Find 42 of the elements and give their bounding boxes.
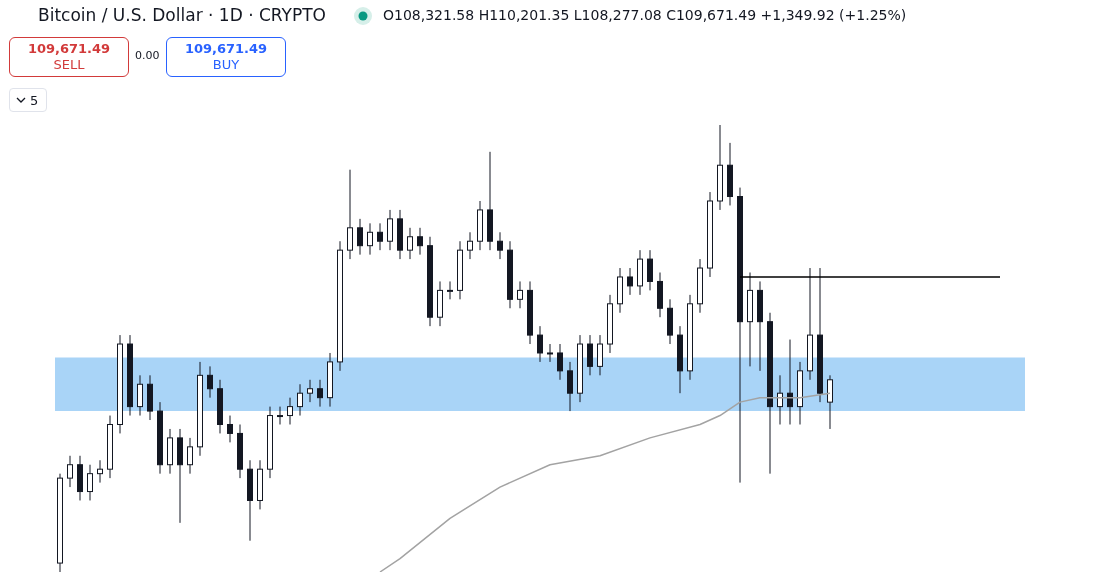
candlestick	[517, 280, 523, 309]
candlestick	[187, 437, 193, 475]
candlestick	[277, 406, 283, 425]
text: 109,671.49	[183, 41, 269, 57]
text: SELL	[52, 57, 86, 73]
candlestick	[317, 379, 323, 408]
candlestick	[467, 231, 473, 260]
candlestick	[347, 169, 353, 260]
candlestick	[227, 415, 233, 443]
candlestick	[647, 249, 653, 291]
candlestick	[787, 339, 793, 425]
text: 109,671.49	[26, 41, 112, 57]
candlestick	[567, 361, 573, 412]
candlestick	[417, 227, 423, 256]
candlestick	[307, 379, 313, 403]
candlestick	[97, 459, 103, 484]
candlestick	[827, 374, 833, 430]
candlestick	[67, 455, 73, 488]
candlestick	[287, 397, 293, 425]
candlestick	[87, 464, 93, 501]
candlestick	[357, 218, 363, 256]
text: 0.00	[135, 49, 160, 62]
candlestick	[587, 334, 593, 376]
candlestick	[297, 383, 303, 417]
candlestick	[497, 231, 503, 260]
candlestick	[207, 365, 213, 399]
candlestick	[547, 343, 553, 363]
candlestick	[137, 374, 143, 417]
candlestick	[627, 267, 633, 296]
candlestick	[537, 325, 543, 363]
candlestick	[777, 374, 783, 425]
text: 5	[30, 92, 39, 108]
candlestick	[387, 209, 393, 251]
chart-subtitle: O108,321.58 H110,201.35 L108,277.08 C109,671.49 +1,349.92 (+1.25%)	[383, 7, 907, 23]
candlestick	[407, 227, 413, 260]
chart-title: Bitcoin / U.S. Dollar · 1D · CRYPTO	[38, 5, 326, 25]
candlestick	[377, 222, 383, 251]
text: BUY	[211, 57, 241, 73]
candlestick	[447, 280, 453, 300]
candlestick	[597, 334, 603, 376]
candlestick	[557, 343, 563, 381]
candlestick	[367, 222, 373, 256]
